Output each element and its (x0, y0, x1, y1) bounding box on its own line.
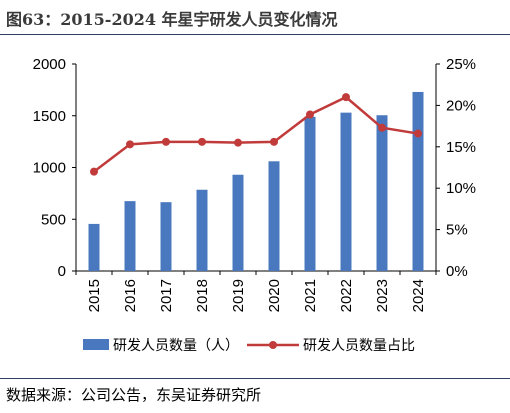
x-tick-label: 2015 (86, 279, 103, 312)
line-point (342, 93, 350, 102)
legend-label-line: 研发人员数量占比 (303, 338, 415, 354)
x-tick-label: 2021 (302, 279, 319, 312)
tick-labels: 0 500 1000 1500 2000 0% 5% 10% 15% 20% 25% 2015 2016… (33, 56, 476, 312)
line-point (126, 140, 134, 149)
line-point (198, 137, 206, 146)
line-point (90, 167, 98, 176)
bar (340, 112, 352, 272)
x-tick-label: 2022 (338, 279, 355, 312)
title-rule (0, 34, 510, 35)
bar-series (88, 91, 424, 272)
bar (376, 115, 388, 271)
bar (196, 189, 208, 271)
line-series (90, 93, 422, 176)
bar (124, 201, 136, 271)
bar (88, 223, 100, 271)
right-tick-label: 10% (446, 180, 476, 197)
axes (72, 63, 440, 275)
x-tick-label: 2017 (158, 279, 175, 312)
right-tick-label: 0% (446, 263, 468, 280)
legend-label-bar: 研发人员数量（人） (113, 338, 239, 354)
left-tick-label: 500 (41, 211, 66, 228)
x-tick-label: 2016 (122, 279, 139, 312)
right-tick-label: 20% (446, 97, 476, 114)
legend: 研发人员数量（人） 研发人员数量占比 (83, 338, 415, 354)
left-tick-label: 0 (58, 263, 66, 280)
figure-source: 数据来源：公司公告，东吴证券研究所 (6, 386, 262, 404)
line-point (234, 138, 242, 147)
line-point (414, 129, 422, 138)
x-tick-label: 2023 (374, 279, 391, 312)
line-point (162, 137, 170, 146)
bar (232, 174, 244, 271)
left-tick-label: 1000 (33, 160, 66, 177)
x-tick-label: 2018 (194, 279, 211, 312)
legend-swatch-bar (83, 339, 109, 350)
left-tick-label: 2000 (33, 56, 66, 73)
left-tick-label: 1500 (33, 108, 66, 125)
x-tick-label: 2019 (230, 279, 247, 312)
source-rule (0, 378, 510, 379)
bar (160, 202, 172, 271)
bar (268, 161, 280, 271)
right-tick-label: 15% (446, 139, 476, 156)
line-path (93, 95, 419, 173)
line-point (270, 137, 278, 146)
right-tick-label: 25% (446, 56, 476, 73)
line-point (306, 110, 314, 119)
right-tick-label: 5% (446, 222, 468, 239)
x-tick-label: 2024 (410, 279, 427, 312)
figure-title: 图63：2015-2024 年星宇研发人员变化情况 (6, 10, 338, 29)
bar (412, 91, 424, 271)
legend-marker-line (269, 341, 277, 349)
chart: 0 500 1000 1500 2000 0% 5% 10% 15% 20% 25% 2015 2016… (33, 56, 476, 354)
line-point (378, 123, 386, 132)
x-tick-label: 2020 (266, 279, 283, 312)
bar (304, 116, 316, 271)
